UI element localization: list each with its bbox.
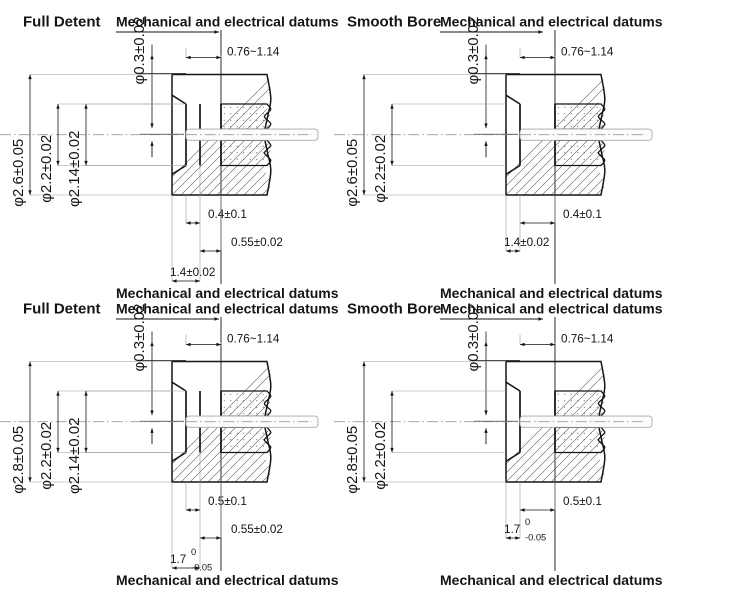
svg-text:φ2.6±0.05: φ2.6±0.05	[344, 139, 361, 207]
svg-text:Full Detent: Full Detent	[23, 301, 101, 318]
svg-text:Mechanical and electrical datu: Mechanical and electrical datums	[440, 572, 663, 588]
svg-text:φ2.14±0.02: φ2.14±0.02	[66, 418, 83, 494]
svg-text:φ2.6±0.05: φ2.6±0.05	[10, 139, 27, 207]
svg-text:0.4±0.1: 0.4±0.1	[563, 208, 602, 221]
svg-text:Smooth Bore: Smooth Bore	[347, 14, 441, 31]
svg-text:0.76~1.14: 0.76~1.14	[561, 333, 614, 346]
svg-text:0.76~1.14: 0.76~1.14	[227, 46, 280, 59]
svg-text:Mechanical and electrical datu: Mechanical and electrical datums	[116, 14, 339, 30]
svg-text:0.4±0.1: 0.4±0.1	[208, 208, 247, 221]
svg-text:1.7: 1.7	[504, 523, 520, 536]
svg-text:1.4±0.02: 1.4±0.02	[170, 266, 215, 279]
svg-text:φ2.2±0.02: φ2.2±0.02	[372, 422, 389, 490]
svg-text:Mechanical and electrical datu: Mechanical and electrical datums	[116, 285, 339, 301]
svg-text:Mechanical and electrical datu: Mechanical and electrical datums	[116, 301, 339, 317]
svg-text:-0.05: -0.05	[191, 563, 212, 573]
svg-text:0.55±0.02: 0.55±0.02	[231, 236, 283, 249]
svg-text:0.5±0.1: 0.5±0.1	[563, 495, 602, 508]
svg-text:Full Detent: Full Detent	[23, 14, 101, 31]
svg-text:φ2.8±0.05: φ2.8±0.05	[344, 426, 361, 494]
svg-text:-0.05: -0.05	[525, 533, 546, 543]
svg-text:0.5±0.1: 0.5±0.1	[208, 495, 247, 508]
svg-text:φ2.2±0.02: φ2.2±0.02	[372, 135, 389, 203]
svg-text:Mechanical and electrical datu: Mechanical and electrical datums	[440, 285, 663, 301]
svg-text:0: 0	[525, 517, 530, 527]
svg-text:φ2.2±0.02: φ2.2±0.02	[38, 422, 55, 490]
svg-text:φ2.14±0.02: φ2.14±0.02	[66, 131, 83, 207]
svg-text:1.4±0.02: 1.4±0.02	[504, 236, 549, 249]
svg-text:0.76~1.14: 0.76~1.14	[561, 46, 614, 59]
svg-text:φ2.8±0.05: φ2.8±0.05	[10, 426, 27, 494]
svg-text:0.76~1.14: 0.76~1.14	[227, 333, 280, 346]
svg-text:φ2.2±0.02: φ2.2±0.02	[38, 135, 55, 203]
svg-text:1.7: 1.7	[170, 553, 186, 566]
svg-text:0.55±0.02: 0.55±0.02	[231, 523, 283, 536]
svg-text:0: 0	[191, 547, 196, 557]
svg-text:Smooth Bore: Smooth Bore	[347, 301, 441, 318]
svg-text:Mechanical and electrical datu: Mechanical and electrical datums	[116, 572, 339, 588]
